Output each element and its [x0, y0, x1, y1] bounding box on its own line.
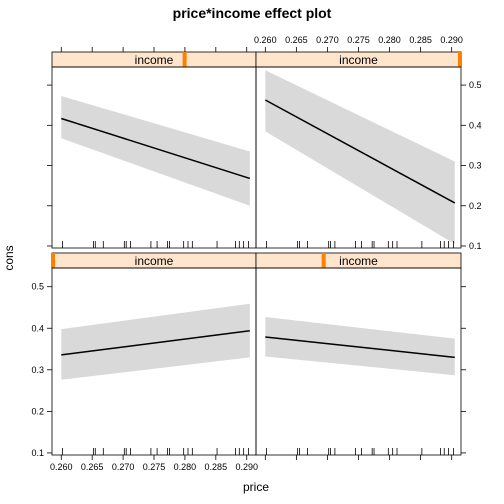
income-level-marker: [457, 52, 462, 67]
x-tick-label: 0.270: [112, 462, 135, 472]
income-level-marker: [321, 253, 326, 268]
fit-line: [264, 99, 456, 204]
x-tick-label: 0.285: [205, 462, 228, 472]
y-tick-label: 0.2: [31, 406, 44, 416]
fit-line: [61, 117, 251, 180]
x-tick-label: 0.260: [254, 35, 277, 45]
strip-label: income: [339, 53, 378, 67]
confidence-band: [265, 317, 455, 376]
chart-title: price*income effect plot: [173, 5, 332, 21]
strip-label: income: [135, 53, 174, 67]
fit-line: [265, 336, 455, 359]
x-tick-label: 0.290: [440, 35, 463, 45]
x-axis-label: price: [243, 480, 269, 494]
confidence-band: [265, 70, 455, 244]
panel-bottom-left: income: [51, 252, 257, 456]
fit-line: [61, 330, 250, 356]
y-tick-label: 0.1: [469, 241, 482, 251]
income-level-marker: [51, 253, 56, 268]
x-tick-label: 0.260: [50, 462, 73, 472]
y-tick-label: 0.3: [31, 365, 44, 375]
y-tick-label: 0.4: [31, 323, 44, 333]
y-tick-label: 0.1: [31, 448, 44, 458]
y-tick-label: 0.5: [31, 282, 44, 292]
y-axis-label: cons: [2, 245, 16, 270]
panel-bottom-right: income: [255, 252, 462, 456]
x-tick-label: 0.275: [143, 462, 166, 472]
strip-label: income: [339, 254, 378, 268]
x-tick-label: 0.280: [174, 462, 197, 472]
x-tick-label: 0.280: [378, 35, 401, 45]
y-tick-label: 0.3: [469, 161, 482, 171]
confidence-band: [61, 95, 250, 206]
x-tick-label: 0.265: [285, 35, 308, 45]
confidence-band: [61, 303, 250, 380]
income-level-marker: [182, 52, 187, 67]
x-tick-label: 0.270: [316, 35, 339, 45]
x-tick-label: 0.285: [409, 35, 432, 45]
x-tick-label: 0.290: [235, 462, 258, 472]
panel-frame: [255, 66, 462, 249]
x-tick-label: 0.265: [81, 462, 104, 472]
y-tick-label: 0.2: [469, 201, 482, 211]
strip-label: income: [135, 254, 174, 268]
y-tick-label: 0.4: [469, 120, 482, 130]
y-tick-label: 0.5: [469, 80, 482, 90]
panel-top-left: income: [51, 51, 257, 249]
x-tick-label: 0.275: [347, 35, 370, 45]
panel-top-right: income: [255, 51, 462, 249]
